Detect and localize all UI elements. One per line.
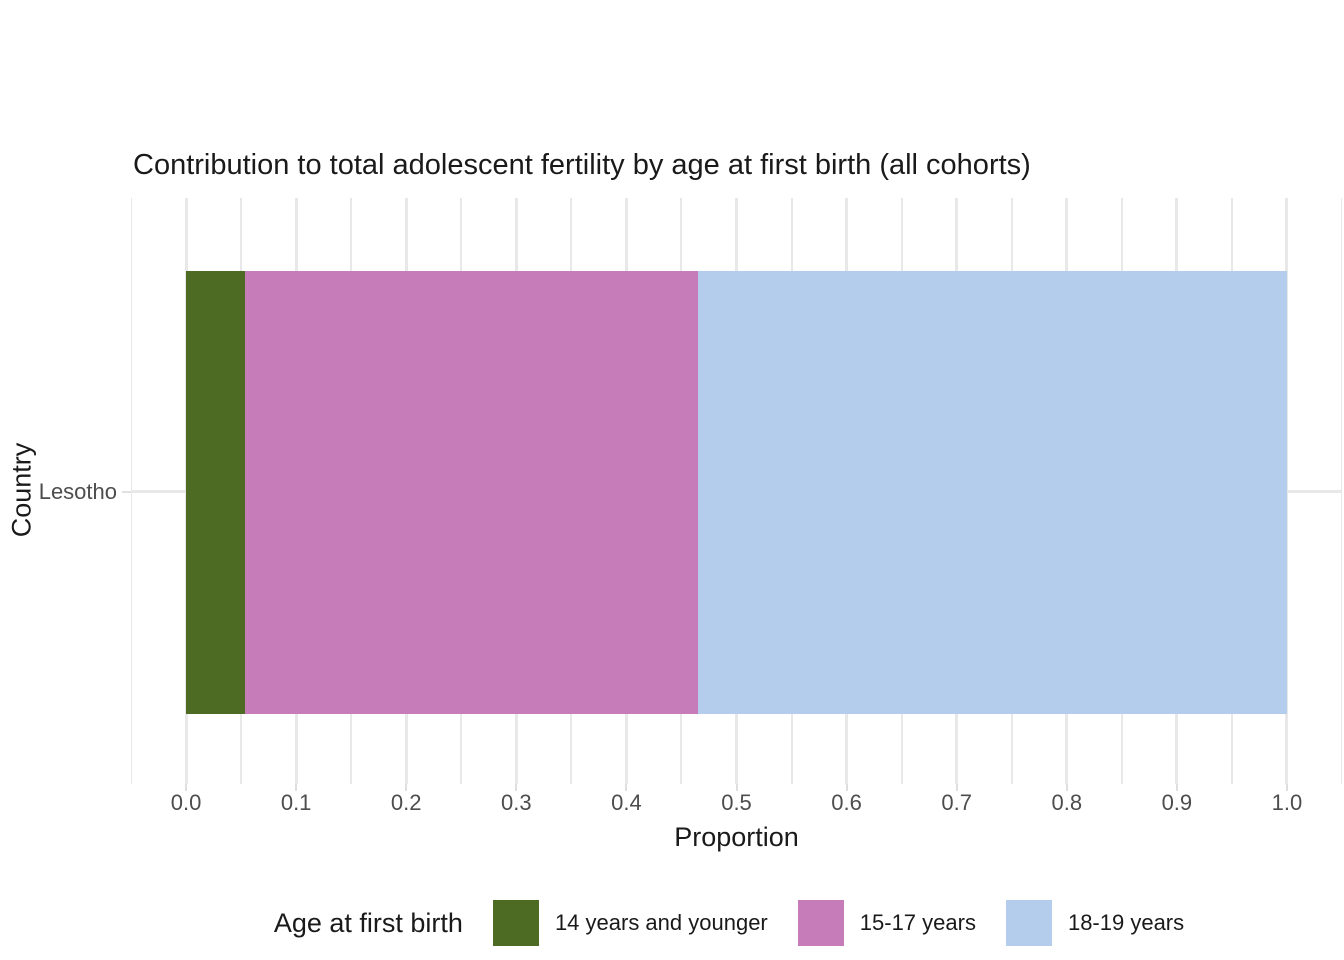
plot-panel (131, 198, 1342, 784)
x-tick-mark (405, 784, 408, 791)
x-tick-label: 0.6 (831, 790, 862, 815)
legend-key-swatch (797, 900, 844, 946)
x-tick-label: 1.0 (1271, 790, 1303, 815)
bar-segment-14-years-and-younger (186, 271, 246, 714)
x-tick-mark (625, 784, 628, 791)
x-tick-label: 0.8 (1051, 790, 1083, 815)
legend-label: 14 years and younger (554, 910, 768, 935)
legend-item: 15-17 years (797, 900, 976, 946)
legend-item: 14 years and younger (492, 900, 768, 946)
y-tick-label-lesotho: Lesotho (38, 479, 117, 504)
legend-label: 18-19 years (1067, 910, 1185, 935)
x-tick-mark (185, 784, 188, 791)
bar-segment-18-19-years (697, 271, 1287, 714)
legend: Age at first birth 14 years and younger 1… (131, 896, 1342, 950)
legend-key-swatch (1005, 900, 1052, 946)
x-tick-mark (955, 784, 958, 791)
x-tick-label: 0.3 (501, 790, 532, 815)
x-tick-mark (515, 784, 518, 791)
x-tick-label: 0.1 (280, 790, 312, 815)
x-tick-label: 0.7 (941, 790, 972, 815)
x-tick-label: 0.0 (170, 790, 202, 815)
y-axis-tick-mark (122, 491, 131, 493)
legend-items: 14 years and younger 15-17 years 18-19 yea… (478, 900, 1199, 946)
legend-label: 15-17 years (859, 910, 976, 935)
x-tick-label: 0.4 (611, 790, 642, 815)
legend-item: 18-19 years (1005, 900, 1185, 946)
x-axis-title: Proportion (674, 822, 799, 852)
x-tick-mark (1175, 784, 1178, 791)
x-tick-mark (735, 784, 738, 791)
x-tick-label: 0.2 (390, 790, 422, 815)
chart-title: Contribution to total adolescent fertili… (133, 149, 1031, 181)
x-tick-label: 0.9 (1161, 790, 1193, 815)
x-tick-mark (845, 784, 848, 791)
x-tick-mark (1065, 784, 1068, 791)
legend-key-swatch (492, 900, 539, 946)
legend-title: Age at first birth (273, 907, 463, 938)
x-tick-label: 0.5 (721, 790, 752, 815)
x-tick-mark (295, 784, 298, 791)
x-axis: 0.0 0.1 0.2 0.3 0.4 0.5 0.6 0.7 0.8 0.9 1.0 (131, 784, 1342, 824)
x-tick-mark (1285, 784, 1288, 791)
bar-segment-15-17-years (245, 271, 698, 714)
